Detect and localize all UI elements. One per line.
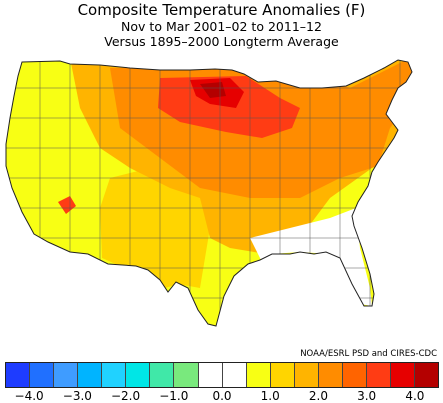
color-legend <box>5 362 439 388</box>
legend-tick-label: 3.0 <box>357 389 377 403</box>
map-subtitle-baseline: Versus 1895–2000 Longterm Average <box>104 34 339 49</box>
legend-swatch-6 <box>150 363 175 387</box>
legend-swatch-5 <box>126 363 151 387</box>
region-northern-plains-upper-midwest <box>158 76 300 138</box>
legend-swatch-16 <box>391 363 416 387</box>
map-subtitle-period: Nov to Mar 2001–02 to 2011–12 <box>121 19 322 34</box>
anomaly-fill-layer <box>6 60 412 326</box>
us-anomaly-map <box>5 59 413 327</box>
legend-ticks: −4.0 −3.0 −2.0 −1.0 0.0 1.0 2.0 3.0 4.0 <box>0 389 443 403</box>
legend-swatch-10 <box>246 363 271 387</box>
legend-swatch-1 <box>30 363 55 387</box>
legend-tick-label: −1.0 <box>159 389 189 403</box>
region-southwest <box>100 166 210 288</box>
legend-swatch-8 <box>198 363 223 387</box>
region-southeast <box>250 208 372 306</box>
legend-swatch-4 <box>102 363 127 387</box>
legend-swatch-3 <box>78 363 103 387</box>
region-darkred-core <box>200 82 226 98</box>
region-southern-california-hotspot <box>58 196 76 214</box>
legend-swatch-11 <box>270 363 295 387</box>
legend-tick-label: 0.0 <box>212 389 232 403</box>
legend-swatch-0 <box>6 363 31 387</box>
legend-swatch-14 <box>342 363 367 387</box>
legend-swatch-7 <box>174 363 199 387</box>
credit-text: NOAA/ESRL PSD and CIRES-CDC <box>300 349 437 359</box>
legend-tick-label: 4.0 <box>405 389 425 403</box>
legend-tick-label: 2.0 <box>308 389 328 403</box>
map-title: Composite Temperature Anomalies (F) <box>77 1 366 19</box>
legend-tick-label: −2.0 <box>110 389 141 403</box>
legend-swatch-17 <box>415 363 439 387</box>
legend-tick-label: 1.0 <box>260 389 280 403</box>
legend-swatch-9 <box>222 363 247 387</box>
legend-tick-label: −3.0 <box>62 389 92 403</box>
legend-swatch-2 <box>54 363 79 387</box>
legend-swatch-13 <box>318 363 343 387</box>
legend-swatch-15 <box>366 363 391 387</box>
legend-tick-label: −4.0 <box>14 389 44 403</box>
title-block: Composite Temperature Anomalies (F) Nov … <box>0 0 443 49</box>
legend-swatch-12 <box>294 363 319 387</box>
